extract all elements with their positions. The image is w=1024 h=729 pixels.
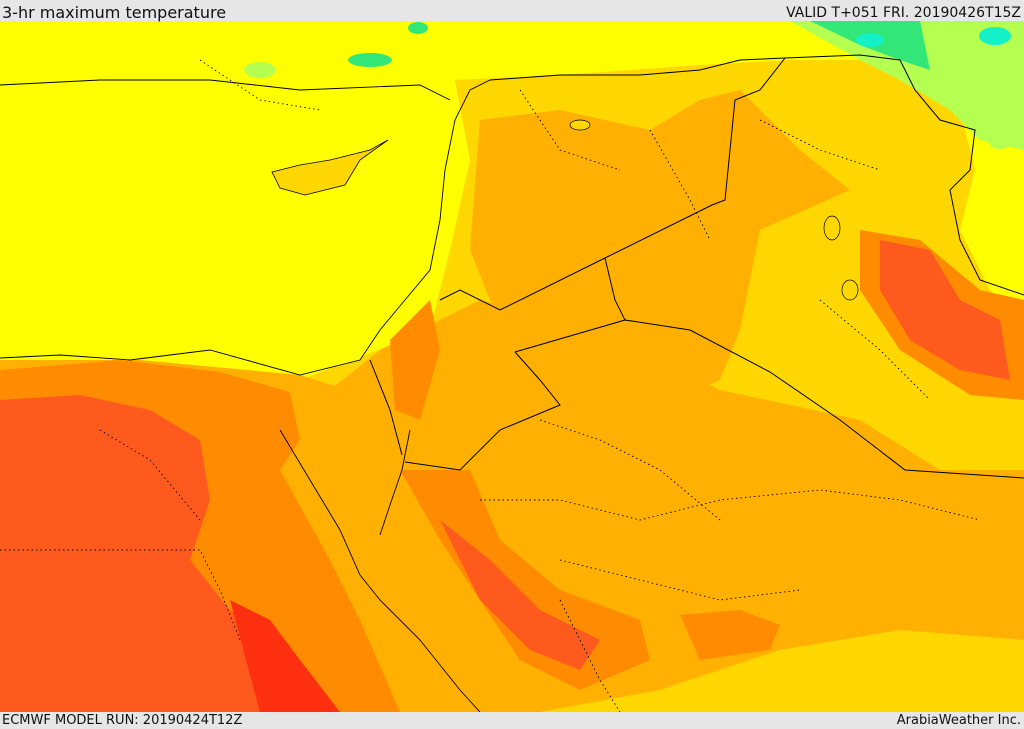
zone-green-turkey-2 (408, 22, 428, 34)
cyprus (271, 139, 389, 196)
province-borders (0, 59, 981, 712)
zone-dark-orange-jordan (390, 300, 440, 420)
model-run-label: ECMWF MODEL RUN: 20190424T12Z (2, 713, 243, 728)
zone-dark-orange-yemen (680, 610, 780, 660)
valid-time-label: VALID T+051 FRI. 20190426T15Z (786, 5, 1021, 21)
zone-cyan-caucasus (979, 27, 1011, 45)
zone-green-turkey (348, 53, 392, 67)
zone-orange-south (270, 300, 1024, 712)
zone-red-nile (230, 600, 340, 712)
bottom-bar: ECMWF MODEL RUN: 20190424T12Z ArabiaWeat… (0, 712, 1024, 729)
lake-iraq-1 (823, 215, 841, 241)
coastlines (0, 79, 491, 712)
zone-cyan-caucasus-2 (856, 33, 884, 47)
zone-red-orange-hejaz (440, 520, 600, 670)
lake-iraq-2 (841, 279, 859, 301)
zone-light-green-caucasus (790, 21, 1024, 150)
zone-light-green-turkey (244, 62, 276, 78)
mediterranean-sea (0, 80, 450, 375)
lake-syria (569, 119, 591, 131)
temperature-map[interactable] (0, 21, 1024, 712)
zone-light-green-zagros (988, 131, 1012, 149)
credit-label: ArabiaWeather Inc. (896, 713, 1021, 728)
lakes (569, 119, 859, 301)
zone-red-orange-iraq (880, 240, 1010, 380)
country-borders (369, 54, 1024, 479)
top-bar: 3-hr maximum temperature VALID T+051 FRI… (0, 0, 1024, 22)
map-title: 3-hr maximum temperature (2, 3, 227, 22)
